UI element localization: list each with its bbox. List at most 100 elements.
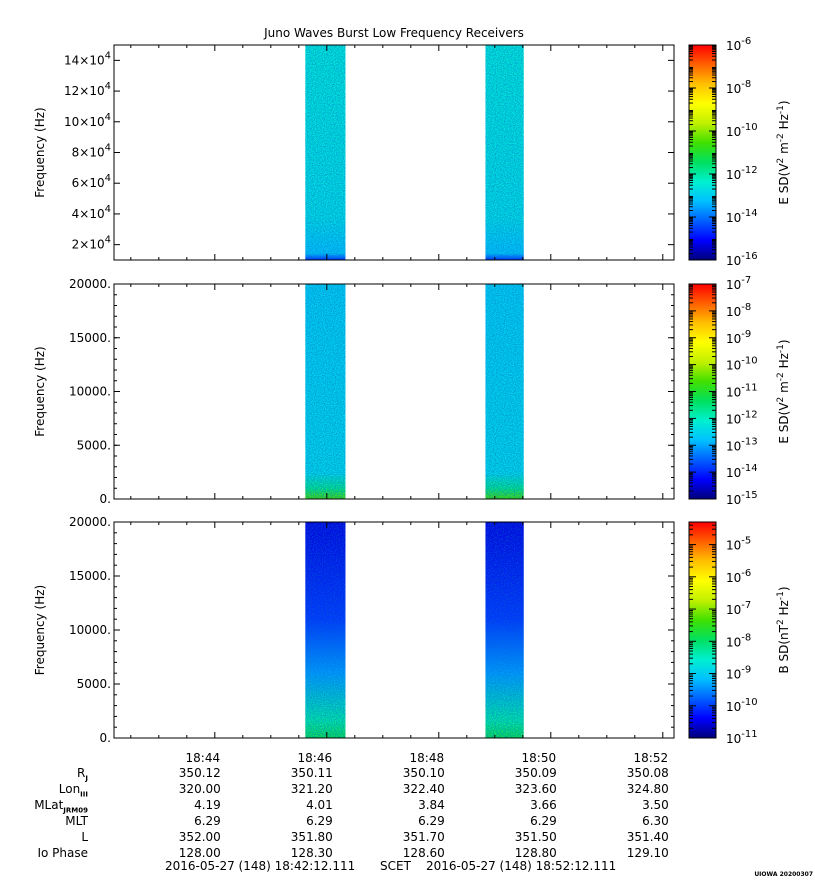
colorbar-2: 10-7 10-8 10-9 10-10 10-11 10-12 10-13 10-14 10-… [688, 275, 791, 507]
ephemeris-value: 350.09 [514, 766, 557, 780]
colorbar-tick-label: 10-16 [726, 251, 758, 268]
panel-1: 2×104 4×104 6×104 8×104 10×104 12×104 14×104 Fr… [33, 36, 791, 268]
ephemeris-value: 322.40 [402, 782, 445, 796]
ephemeris-label: LonIII [58, 782, 88, 799]
ephemeris-value: 4.01 [306, 798, 333, 812]
colorbar-tick-label: 10-10 [726, 697, 758, 714]
ephemeris-value: 3.66 [530, 798, 557, 812]
y-tick-label: 12×104 [64, 81, 111, 98]
colorbar-tick-label: 10-15 [726, 490, 758, 507]
y-tick-label: 8×104 [72, 143, 111, 160]
ephemeris-value: 320.00 [178, 782, 221, 796]
y-tick-label: 15000. [69, 331, 111, 345]
colorbar-label: E SD(V2 m-2 Hz-1) [776, 339, 791, 443]
ephemeris-value: 128.60 [402, 846, 445, 860]
colorbar-tick-label: 10-13 [726, 436, 758, 453]
x-tick-label: 18:48 [410, 751, 445, 765]
panel-2: 0. 5000. 10000. 15000. 20000. Frequency (Hz) 1… [33, 275, 791, 507]
panel-3: 0. 5000. 10000. 15000. 20000. Frequency (Hz) 1… [33, 515, 791, 746]
colorbar-tick-label: 10-14 [726, 463, 758, 480]
x-tick-label: 18:50 [522, 751, 557, 765]
ephemeris-value: 321.20 [290, 782, 333, 796]
ephemeris-value: 6.29 [306, 814, 333, 828]
ephemeris-value: 129.10 [626, 846, 669, 860]
burst-1 [305, 284, 346, 499]
y-tick-label: 4×104 [72, 204, 111, 221]
colorbar-tick-label: 10-11 [726, 729, 758, 746]
burst-1 [305, 522, 346, 738]
colorbar-tick-label: 10-10 [726, 122, 758, 139]
colorbar-label: B SD(nT2 Hz-1) [776, 586, 791, 673]
ephemeris-value: 128.00 [178, 846, 221, 860]
y-axis-label: Frequency (Hz) [33, 107, 47, 198]
ephemeris-label: MLT [65, 814, 88, 828]
y-tick-label: 15000. [69, 569, 111, 583]
colorbar-tick-label: 10-14 [726, 208, 758, 225]
ephemeris-value: 6.30 [642, 814, 669, 828]
ephemeris-value: 324.80 [626, 782, 669, 796]
y-tick-label: 0. [100, 492, 111, 506]
y-tick-label: 6×104 [72, 173, 111, 190]
y-tick-label: 2×104 [72, 235, 111, 252]
ephemeris-value: 3.84 [418, 798, 445, 812]
colorbar-tick-label: 10-6 [726, 36, 751, 53]
y-tick-label: 0. [100, 731, 111, 745]
y-tick-label: 10000. [69, 623, 111, 637]
colorbar-tick-label: 10-9 [726, 665, 751, 682]
y-tick-label: 5000. [77, 438, 111, 452]
burst-2 [485, 45, 524, 260]
x-tick-label: 18:44 [186, 751, 221, 765]
processing-stamp: UIOWA 20200307 [754, 871, 813, 878]
colorbar-3: 10-5 10-6 10-7 10-8 10-9 10-10 10-11 B SD(nT2 H… [688, 521, 791, 746]
ephemeris-label: RJ [77, 766, 88, 783]
colorbar-tick-label: 10-7 [726, 275, 751, 292]
burst-2 [485, 522, 524, 738]
colorbar-tick-label: 10-8 [726, 302, 751, 319]
footer-scet-label: SCET [380, 859, 411, 873]
y-axis-label: Frequency (Hz) [33, 346, 47, 437]
x-tick-label: 18:52 [634, 751, 669, 765]
ephemeris-value: 3.50 [642, 798, 669, 812]
y-tick-label: 20000. [69, 515, 111, 529]
chart-title: Juno Waves Burst Low Frequency Receivers [263, 26, 524, 40]
colorbar-tick-label: 10-7 [726, 600, 751, 617]
colorbar-tick-label: 10-6 [726, 568, 751, 585]
y-tick-label: 10000. [69, 385, 111, 399]
y-tick-label: 14×104 [64, 50, 111, 67]
y-axis-label: Frequency (Hz) [33, 585, 47, 676]
ephemeris-value: 350.10 [402, 766, 445, 780]
ephemeris-value: 6.29 [530, 814, 557, 828]
ephemeris-value: 351.80 [290, 830, 333, 844]
ephemeris-label: Io Phase [37, 846, 88, 860]
footer-end-time: 2016-05-27 (148) 18:52:12.111 [426, 859, 617, 873]
ephemeris-value: 352.00 [178, 830, 221, 844]
ephemeris-value: 6.29 [418, 814, 445, 828]
ephemeris-value: 351.50 [514, 830, 557, 844]
ephemeris-value: 6.29 [194, 814, 221, 828]
colorbar-tick-label: 10-11 [726, 383, 758, 400]
y-tick-label: 20000. [69, 277, 111, 291]
colorbar-1: 10-6 10-8 10-10 10-12 10-14 10-16 E SD(V2 m-2 … [688, 36, 791, 268]
ephemeris-value: 350.08 [626, 766, 669, 780]
burst-1 [305, 45, 346, 260]
ephemeris-value: 323.60 [514, 782, 557, 796]
colorbar-tick-label: 10-8 [726, 632, 751, 649]
y-tick-label: 5000. [77, 677, 111, 691]
colorbar-tick-label: 10-10 [726, 356, 758, 373]
ephemeris-value: 351.70 [402, 830, 445, 844]
ephemeris-value: 350.12 [178, 766, 221, 780]
colorbar-tick-label: 10-12 [726, 165, 758, 182]
colorbar-label: E SD(V2 m-2 Hz-1) [776, 100, 791, 204]
ephemeris-value: 128.30 [290, 846, 333, 860]
ephemeris-label: L [81, 830, 88, 844]
burst-2 [485, 284, 524, 499]
footer-start-time: 2016-05-27 (148) 18:42:12.111 [165, 859, 356, 873]
x-tick-label: 18:46 [298, 751, 333, 765]
colorbar-tick-label: 10-12 [726, 409, 758, 426]
colorbar-tick-label: 10-8 [726, 79, 751, 96]
colorbar-tick-label: 10-9 [726, 329, 751, 346]
ephemeris-value: 350.11 [290, 766, 333, 780]
ephemeris-value: 4.19 [194, 798, 221, 812]
y-tick-label: 10×104 [64, 112, 111, 129]
